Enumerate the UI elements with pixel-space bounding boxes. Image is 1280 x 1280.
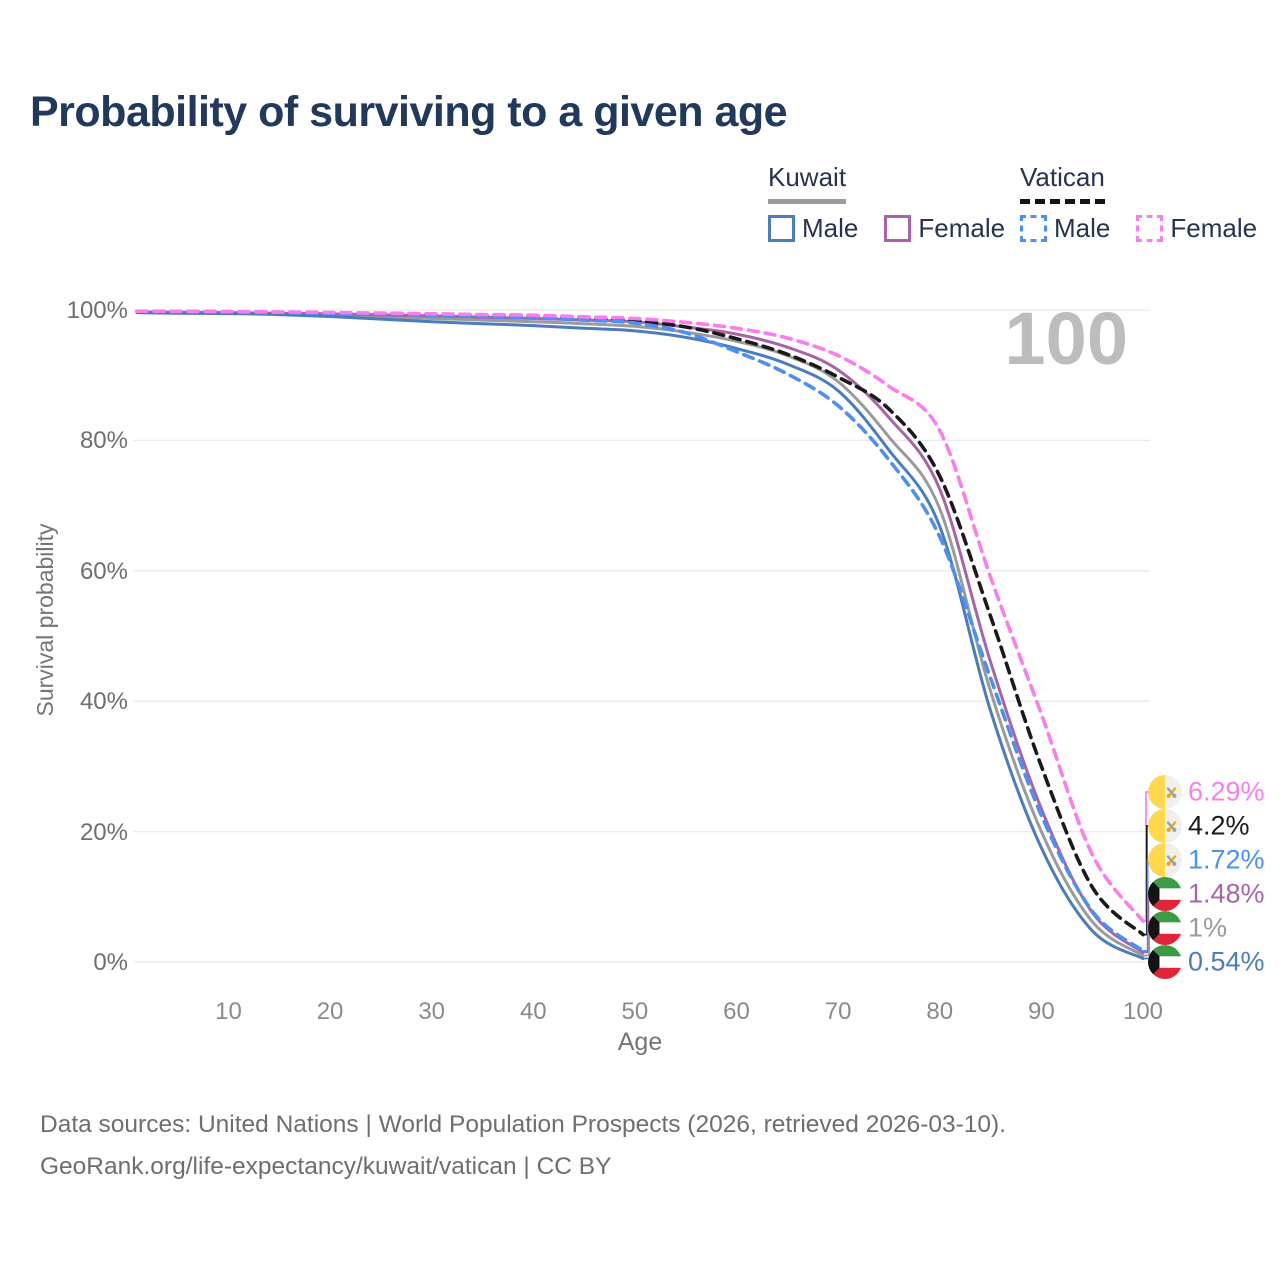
x-axis-label: Age — [617, 1028, 663, 1056]
legend-checkbox-kuwait-female[interactable] — [884, 215, 912, 242]
vatican-flag-icon — [1148, 843, 1182, 877]
curve-kuwait-total — [135, 310, 1145, 957]
legend-row-vatican: Male Female — [1020, 213, 1280, 244]
age-watermark: 100 — [1004, 297, 1128, 380]
legend-group-title-vatican: Vatican — [1020, 162, 1105, 204]
kuwait-flag-icon — [1148, 911, 1182, 945]
page-title: Probability of surviving to a given age — [30, 88, 788, 136]
kuwait-flag-icon — [1148, 945, 1182, 979]
legend-group-title-kuwait: Kuwait — [768, 162, 847, 204]
y-tick-20: 20% — [79, 818, 128, 846]
legend-row-kuwait: Male Female — [768, 213, 1031, 244]
x-tick-70: 70 — [824, 998, 852, 1025]
x-tick-40: 40 — [519, 998, 547, 1025]
legend-label-kuwait-male: Male — [802, 213, 859, 243]
legend-label-vatican-male: Male — [1054, 213, 1111, 243]
legend-group-kuwait: Kuwait Male Female — [768, 162, 1031, 244]
x-tick-60: 60 — [723, 998, 750, 1025]
x-tick-100: 100 — [1122, 998, 1164, 1025]
vatican-flag-icon — [1148, 775, 1182, 809]
end-value-label-vatican-female: 6.29% — [1188, 776, 1265, 807]
curve-vatican-male — [135, 309, 1145, 953]
legend-checkbox-kuwait-male[interactable] — [768, 215, 795, 242]
x-tick-30: 30 — [418, 998, 446, 1025]
vatican-flag-icon — [1148, 809, 1182, 843]
legend-checkbox-vatican-male[interactable] — [1020, 215, 1047, 242]
x-tick-50: 50 — [621, 998, 649, 1025]
curve-kuwait-female — [135, 310, 1145, 954]
y-tick-0: 0% — [93, 949, 128, 976]
curve-vatican-female — [135, 309, 1145, 923]
end-value-label-kuwait-male: 0.54% — [1188, 946, 1265, 977]
footer-line-url: GeoRank.org/life-expectancy/kuwait/vatic… — [40, 1153, 612, 1180]
x-tick-90: 90 — [1028, 998, 1055, 1025]
y-tick-60: 60% — [79, 557, 128, 585]
y-tick-80: 80% — [79, 427, 128, 455]
x-tick-20: 20 — [316, 998, 344, 1025]
legend-label-vatican-female: Female — [1170, 213, 1258, 243]
kuwait-flag-icon — [1148, 877, 1182, 911]
legend-label-kuwait-female: Female — [918, 213, 1006, 243]
legend-group-vatican: Vatican Male Female — [1020, 162, 1280, 244]
end-value-label-kuwait-female: 1.48% — [1188, 878, 1265, 909]
x-tick-10: 10 — [215, 998, 242, 1025]
end-value-label-vatican-total: 4.2% — [1188, 810, 1250, 841]
legend-checkbox-vatican-female[interactable] — [1136, 215, 1164, 242]
y-tick-100: 100% — [66, 297, 128, 324]
x-tick-80: 80 — [926, 998, 954, 1025]
end-value-label-kuwait-total: 1% — [1188, 912, 1228, 943]
y-tick-40: 40% — [79, 688, 128, 716]
curve-vatican-total — [135, 309, 1145, 937]
footer-attribution: Data sources: United Nations | World Pop… — [40, 1104, 1006, 1188]
end-value-label-vatican-male: 1.72% — [1188, 844, 1265, 875]
curve-kuwait-male — [135, 311, 1145, 960]
footer-line-sources: Data sources: United Nations | World Pop… — [40, 1111, 1007, 1138]
